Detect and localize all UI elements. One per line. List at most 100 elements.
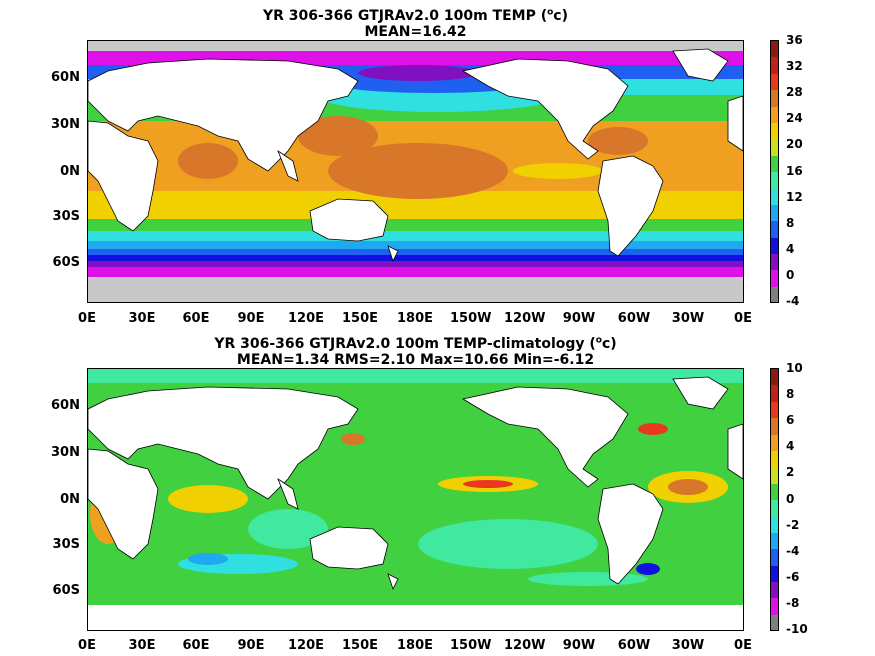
title-line1: YR 306-366 GTJRAv2.0 100m TEMP (oc) <box>263 7 568 24</box>
colorbar-swatch <box>771 516 778 533</box>
map-title-1: YR 306-366 GTJRAv2.0 100m TEMP (oc) MEAN… <box>87 4 744 40</box>
colorbar-tick: 36 <box>786 33 803 47</box>
lon-label: 150W <box>450 311 492 326</box>
colorbar-tick: 16 <box>786 164 803 178</box>
lat-label: 30S <box>52 537 80 552</box>
colorbar-swatch <box>771 204 778 222</box>
colorbar-swatch <box>771 500 778 517</box>
colorbar-tick: 2 <box>786 465 795 479</box>
lon-label: 180E <box>396 311 434 326</box>
lon-label: 90W <box>562 311 596 326</box>
colorbar-swatch <box>771 434 778 451</box>
lat-label: 60N <box>51 398 80 413</box>
lat-label: 30S <box>52 209 80 224</box>
colorbar-swatch <box>771 221 778 238</box>
lon-label: 0E <box>78 311 96 326</box>
colorbar-tick: 20 <box>786 137 803 151</box>
lon-label: 90E <box>237 638 265 653</box>
colorbar-swatch <box>771 369 778 386</box>
colorbar-swatch <box>771 565 778 583</box>
lon-label: 30E <box>128 638 156 653</box>
lon-label: 150E <box>341 638 379 653</box>
lat-label: 30N <box>51 445 80 460</box>
colorbar-tick: 28 <box>786 85 803 99</box>
colorbar-2 <box>770 368 779 631</box>
lat-label: 60N <box>51 70 80 85</box>
lat-label: 0N <box>60 492 80 507</box>
colorbar-tick: 24 <box>786 111 803 125</box>
title-stats: MEAN=1.34 RMS=2.10 Max=10.66 Min=-6.12 <box>236 351 595 368</box>
colorbar-swatch <box>771 467 778 484</box>
lon-label: 30W <box>671 311 705 326</box>
colorbar-swatch <box>771 450 778 468</box>
lon-label: 180E <box>396 638 434 653</box>
lat-label: 0N <box>60 164 80 179</box>
colorbar-swatch <box>771 582 778 599</box>
colorbar-swatch <box>771 614 778 630</box>
colorbar-tick: -10 <box>786 622 808 636</box>
lon-label: 90E <box>237 311 265 326</box>
lat-label: 60S <box>52 583 80 598</box>
colorbar-tick: 10 <box>786 361 803 375</box>
colorbar-tick: 4 <box>786 439 795 453</box>
colorbar-tick: -6 <box>786 570 800 584</box>
colorbar-swatch <box>771 549 778 566</box>
anomaly-map <box>87 368 744 631</box>
lon-label: 60W <box>617 311 651 326</box>
lon-label: 60E <box>182 311 210 326</box>
colorbar-swatch <box>771 90 778 107</box>
lon-label: 30W <box>671 638 705 653</box>
lat-label: 60S <box>52 255 80 270</box>
title-line1: YR 306-366 GTJRAv2.0 100m TEMP-climatolo… <box>214 335 617 352</box>
lat-label: 30N <box>51 117 80 132</box>
lon-label: 60W <box>617 638 651 653</box>
colorbar-tick: -8 <box>786 596 800 610</box>
temperature-map <box>87 40 744 303</box>
colorbar-swatch <box>771 532 778 550</box>
lon-label: 30E <box>128 311 156 326</box>
lon-label: 60E <box>182 638 210 653</box>
lon-label: 0E <box>78 638 96 653</box>
colorbar-swatch <box>771 483 778 501</box>
lon-label: 120W <box>504 311 546 326</box>
lon-label: 120E <box>287 638 325 653</box>
map-title-2: YR 306-366 GTJRAv2.0 100m TEMP-climatolo… <box>87 332 744 368</box>
lon-label: 90W <box>562 638 596 653</box>
colorbar-1 <box>770 40 779 303</box>
colorbar-swatch <box>771 188 778 205</box>
colorbar-swatch <box>771 73 778 91</box>
title-stats: MEAN=16.42 <box>364 23 467 40</box>
colorbar-swatch <box>771 237 778 255</box>
colorbar-swatch <box>771 41 778 58</box>
colorbar-swatch <box>771 106 778 123</box>
colorbar-tick: 12 <box>786 190 803 204</box>
colorbar-swatch <box>771 401 778 419</box>
colorbar-swatch <box>771 155 778 173</box>
colorbar-tick: 8 <box>786 216 795 230</box>
colorbar-swatch <box>771 286 778 302</box>
colorbar-swatch <box>771 254 778 271</box>
colorbar-tick: 0 <box>786 492 795 506</box>
colorbar-swatch <box>771 139 778 156</box>
colorbar-tick: 32 <box>786 59 803 73</box>
colorbar-tick: -4 <box>786 544 800 558</box>
colorbar-tick: -4 <box>786 294 800 308</box>
colorbar-swatch <box>771 172 778 189</box>
lon-label: 150W <box>450 638 492 653</box>
colorbar-tick: 0 <box>786 268 795 282</box>
colorbar-tick: 8 <box>786 387 795 401</box>
colorbar-swatch <box>771 57 778 74</box>
colorbar-swatch <box>771 598 778 615</box>
colorbar-swatch <box>771 385 778 402</box>
colorbar-swatch <box>771 122 778 140</box>
colorbar-tick: 6 <box>786 413 795 427</box>
lon-label: 0E <box>734 311 752 326</box>
colorbar-swatch <box>771 418 778 435</box>
lon-label: 120W <box>504 638 546 653</box>
colorbar-swatch <box>771 270 778 287</box>
lon-label: 150E <box>341 311 379 326</box>
colorbar-tick: 4 <box>786 242 795 256</box>
lon-label: 120E <box>287 311 325 326</box>
lon-label: 0E <box>734 638 752 653</box>
colorbar-tick: -2 <box>786 518 800 532</box>
